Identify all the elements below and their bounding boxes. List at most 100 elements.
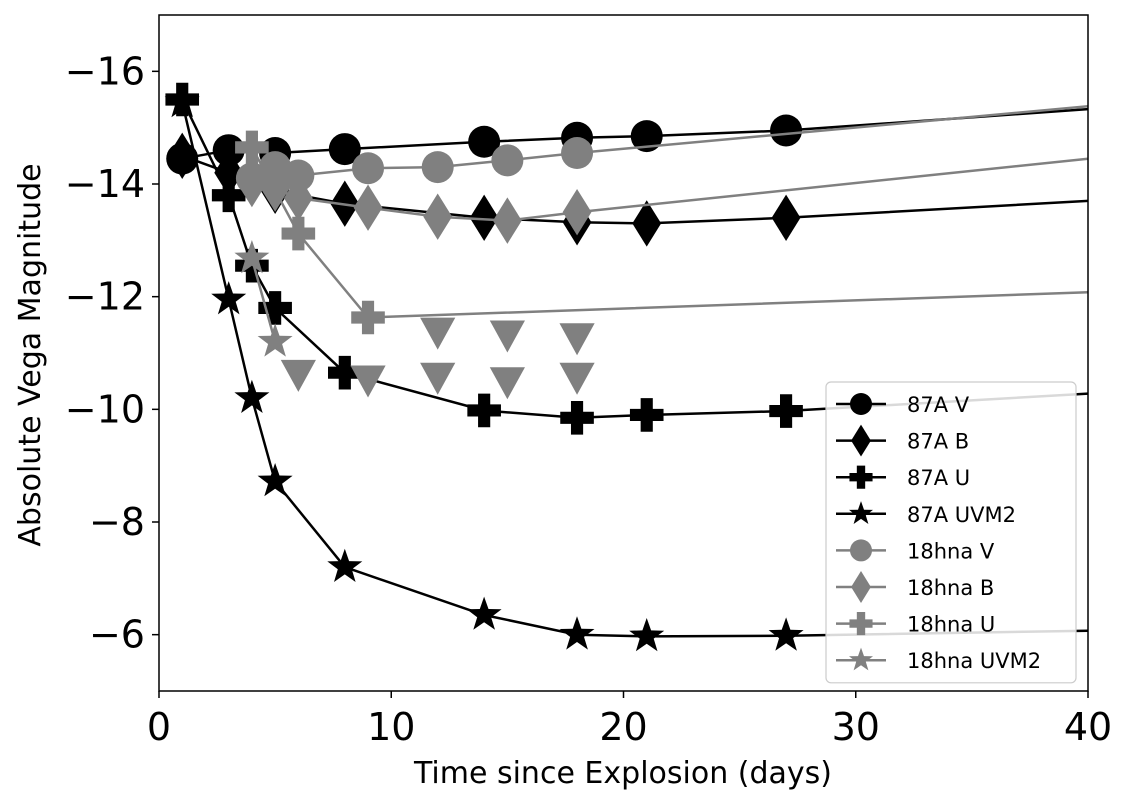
x-tick-label: 10 [367, 705, 415, 749]
series-limits-8 [280, 359, 595, 400]
series-18hna-v [235, 105, 1088, 195]
series-87a-uvm2 [164, 83, 1088, 652]
data-point-limits-8 [420, 362, 456, 395]
data-point-87a-b [167, 132, 197, 180]
data-point-18hna-v [421, 151, 454, 184]
data-point-87a-uvm2 [559, 616, 595, 650]
data-point-18hna-v [561, 137, 594, 170]
data-point-87a-u [560, 400, 594, 435]
series-18hna-u [235, 130, 1088, 335]
x-tick-label: 40 [1064, 705, 1112, 749]
data-point-limits-8 [559, 362, 595, 395]
data-point-18hna-u [281, 216, 316, 251]
data-point-87a-b [214, 149, 244, 196]
data-point-87a-uvm2 [768, 617, 804, 651]
data-point-18hna-b [237, 160, 267, 208]
x-tick-label: 30 [832, 705, 880, 749]
legend-label: 87A B [907, 430, 969, 454]
data-point-18hna-v [491, 144, 524, 177]
legend-label: 87A V [907, 393, 970, 417]
data-point-87a-v [770, 114, 803, 147]
series-line-18hna-u [250, 146, 1088, 319]
legend-label: 18hna U [907, 613, 995, 637]
data-point-18hna-b [283, 174, 313, 222]
series-line-87a-b [181, 154, 1088, 225]
data-point-limits-8 [280, 359, 316, 392]
legend-item-18hna-b: 18hna B [836, 571, 994, 603]
y-tick-label: −14 [65, 162, 145, 206]
series-limits-9 [420, 317, 595, 356]
data-point-87a-uvm2 [257, 463, 293, 497]
legend-marker [851, 571, 871, 603]
legend-box [825, 381, 1077, 684]
data-point-87a-b [632, 200, 662, 247]
legend-item-18hna-uvm2: 18hna UVM2 [836, 647, 1041, 673]
data-point-18hna-uvm2 [234, 240, 270, 274]
legend-marker [849, 612, 873, 636]
legend-marker [849, 465, 873, 489]
legend-item-18hna-u: 18hna U [836, 612, 995, 637]
legend-item-87a-v: 87A V [836, 393, 970, 417]
data-point-18hna-b [562, 188, 592, 236]
data-point-87a-u [211, 178, 246, 213]
y-tick-label: −6 [89, 613, 145, 657]
data-point-limits-8 [350, 365, 386, 398]
plot-area [164, 82, 1088, 652]
data-point-limits-9 [489, 320, 525, 353]
data-point-18hna-u [351, 300, 385, 335]
data-point-87a-uvm2 [629, 618, 665, 652]
series-line-87a-u [181, 98, 1088, 420]
legend-label: 18hna V [907, 539, 995, 563]
legend: 87A V 87A B 87A U 87A UVM2 18hna V 18hna B 18h… [825, 381, 1077, 684]
legend-item-87a-b: 87A B [836, 424, 969, 457]
legend-item-87a-u: 87A U [836, 465, 970, 490]
legend-item-87a-uvm2: 87A UVM2 [836, 501, 1016, 527]
series-18hna-uvm2 [234, 240, 293, 357]
data-point-18hna-b [492, 197, 522, 244]
data-point-87a-b [771, 194, 801, 241]
data-point-87a-u [328, 355, 362, 390]
data-point-18hna-uvm2 [257, 323, 293, 357]
data-point-limits-8 [489, 367, 525, 400]
data-point-limits-9 [559, 323, 595, 356]
series-line-87a-uvm2 [180, 102, 1088, 638]
y-tick-label: −8 [89, 500, 145, 544]
data-point-87a-v [328, 133, 361, 166]
data-point-87a-uvm2 [211, 281, 247, 315]
legend-marker [851, 424, 871, 457]
data-point-limits-9 [420, 317, 456, 350]
x-tick-label: 20 [599, 705, 647, 749]
data-point-87a-u [629, 398, 664, 432]
legend-label: 87A U [907, 466, 970, 490]
data-point-18hna-u [235, 130, 269, 165]
data-point-18hna-b [423, 193, 453, 240]
series-line-18hna-uvm2 [250, 258, 277, 343]
x-tick-label: 0 [147, 705, 171, 749]
legend-marker [850, 539, 872, 562]
data-point-87a-uvm2 [327, 548, 363, 582]
data-point-87a-v [630, 120, 663, 153]
data-point-87a-uvm2 [164, 83, 200, 118]
data-point-18hna-v [352, 152, 385, 185]
y-tick-label: −12 [65, 275, 145, 319]
legend-marker [849, 501, 873, 524]
series-87a-b [167, 132, 1088, 247]
legend-item-18hna-v: 18hna V [836, 539, 995, 563]
data-point-87a-u [258, 291, 292, 325]
data-point-87a-v [468, 125, 501, 158]
legend-marker [850, 393, 872, 415]
y-axis-label: Absolute Vega Magnitude [13, 163, 48, 546]
data-point-87a-u [769, 394, 803, 428]
y-tick-label: −10 [65, 387, 145, 431]
axes: 0 10 20 30 40 −16 −14 −12 −10 −8 −6 [65, 14, 1112, 749]
legend-label: 18hna B [907, 576, 994, 600]
data-point-87a-uvm2 [466, 596, 502, 630]
legend-marker [849, 647, 873, 671]
data-point-87a-b [469, 194, 499, 241]
data-point-18hna-b [353, 184, 383, 231]
y-tick-label: −16 [65, 49, 145, 93]
data-point-87a-u [467, 393, 501, 428]
legend-label: 18hna UVM2 [907, 649, 1041, 673]
legend-label: 87A UVM2 [907, 503, 1016, 527]
